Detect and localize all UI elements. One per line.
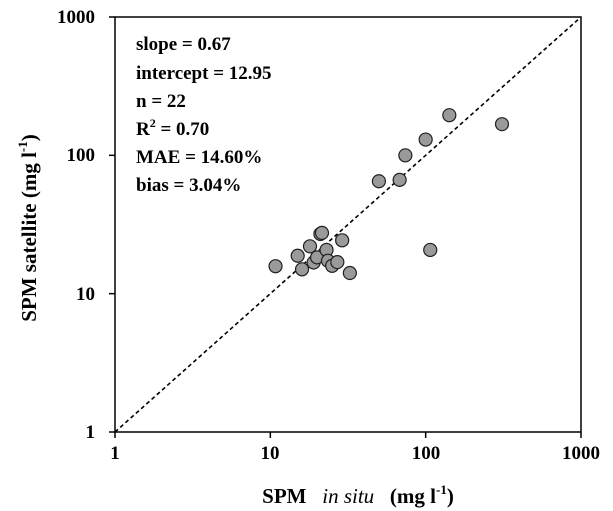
data-point [330, 255, 345, 270]
x-tick-label-100: 100 [412, 443, 441, 464]
data-point [423, 242, 438, 258]
stat-intercept: intercept = 12.95 [136, 63, 272, 84]
data-point [392, 172, 407, 187]
data-point [302, 239, 318, 254]
stat-n: n = 22 [136, 91, 186, 112]
plot-area-frame [114, 16, 582, 433]
stat-r2: R2 = 0.70 [136, 116, 209, 140]
data-point [398, 148, 413, 163]
y-tick-label-1: 1 [86, 422, 96, 443]
x-tick-label-10: 10 [261, 443, 280, 464]
data-point [314, 225, 330, 240]
stat-bias: bias = 3.04% [136, 175, 241, 196]
data-point [294, 262, 310, 277]
data-point [342, 265, 357, 281]
y-tick-label-1000: 1000 [57, 7, 95, 28]
data-points [268, 108, 510, 281]
y-axis-title-sup: -1 [15, 141, 30, 152]
data-point [268, 259, 283, 274]
x-tick-label-1: 1 [110, 443, 120, 464]
one-to-one-reference-line [114, 16, 582, 433]
x-tick-label-1000: 1000 [562, 443, 600, 464]
y-tick-label-100: 100 [67, 145, 96, 166]
stat-r2-rest: = 0.70 [156, 119, 210, 140]
data-point [290, 248, 305, 263]
x-axis-title-unit-sup: -1 [436, 482, 447, 497]
y-axis-title: SPM satellite (mg l-1) [15, 134, 41, 322]
x-axis-title-unit-end: ) [447, 484, 454, 508]
data-point [418, 132, 433, 147]
data-point [494, 117, 510, 132]
stat-slope: slope = 0.67 [136, 34, 231, 55]
x-axis-title-unit: (mg l [390, 484, 436, 508]
y-axis-title-base: SPM satellite (mg l [17, 152, 41, 322]
x-axis-title: SPM in situ (mg l-1) [262, 482, 454, 508]
y-axis-title-end: ) [17, 134, 41, 141]
data-point [371, 174, 387, 189]
x-axis-title-italic: in situ [322, 484, 374, 508]
x-axis-title-prefix: SPM [262, 484, 307, 508]
data-point [442, 108, 457, 123]
data-point [335, 233, 350, 248]
stat-r2-sup: 2 [150, 116, 156, 130]
stat-mae: MAE = 14.60% [136, 147, 262, 168]
axis-ticks [109, 16, 582, 438]
y-tick-label-10: 10 [76, 284, 95, 305]
stat-r2-base: R [136, 119, 150, 140]
